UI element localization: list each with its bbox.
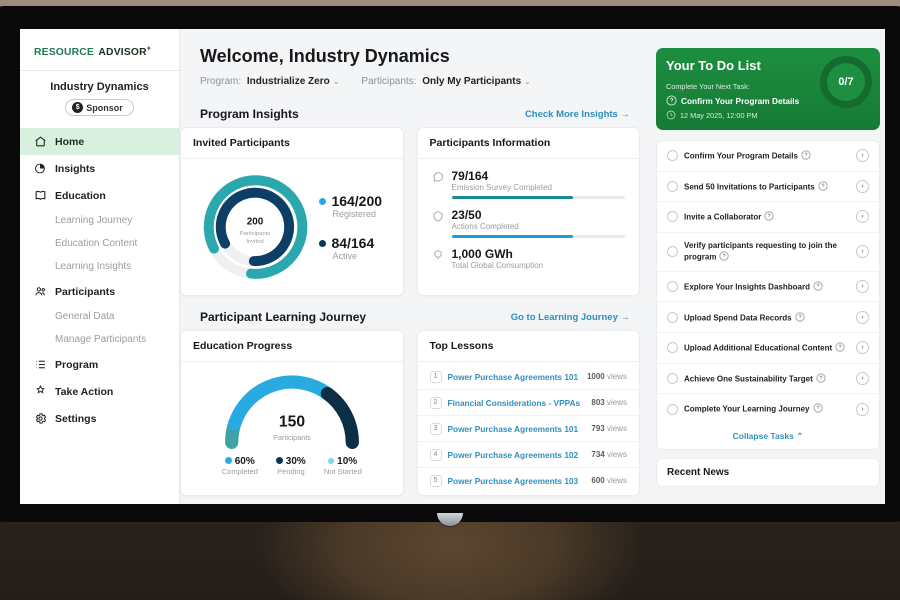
- svg-text:200: 200: [247, 216, 264, 227]
- svg-text:Participants: Participants: [273, 433, 311, 442]
- svg-text:Invited: Invited: [247, 239, 264, 245]
- svg-text:150: 150: [279, 414, 305, 431]
- svg-text:Participants: Participants: [240, 231, 271, 237]
